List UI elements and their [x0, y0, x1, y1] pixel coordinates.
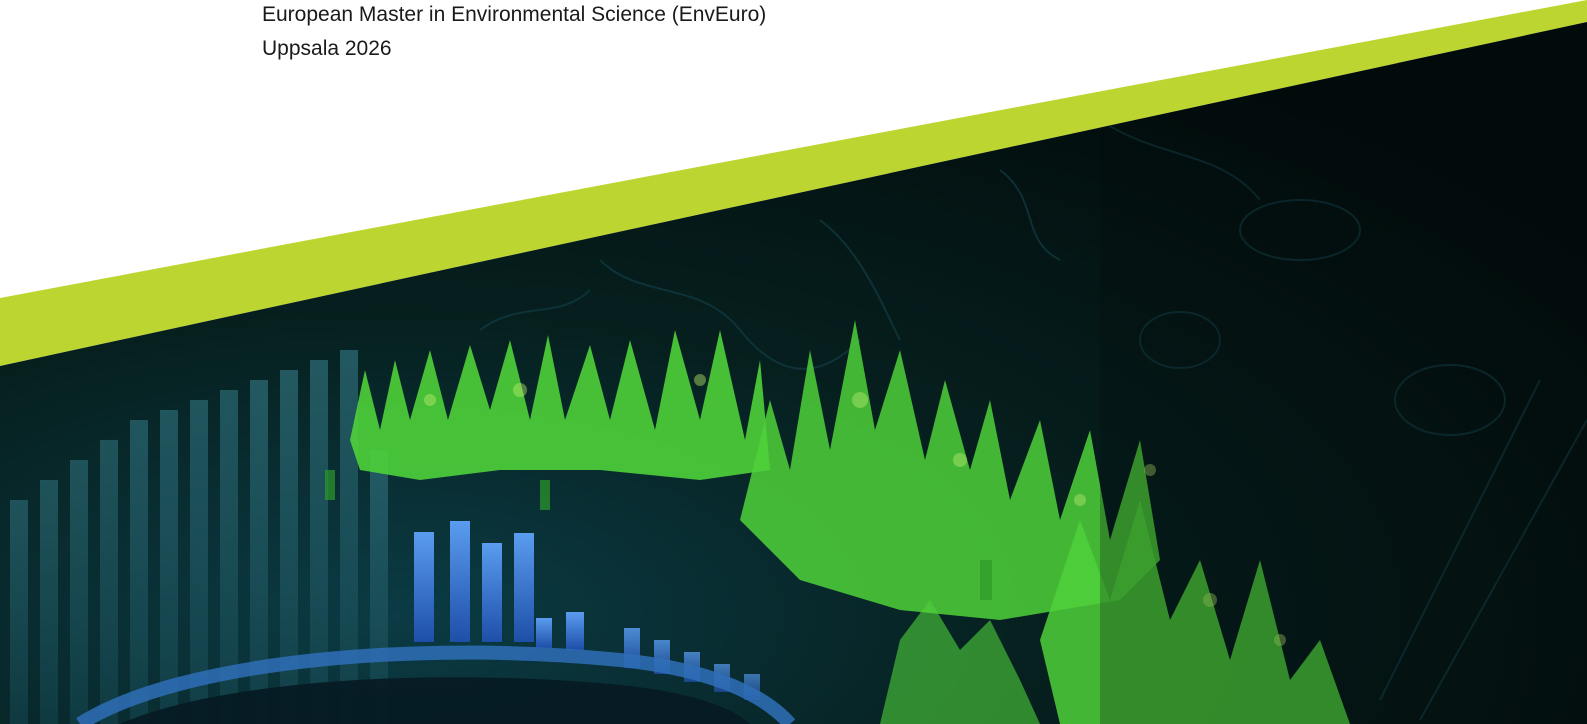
- programme-name: European Master in Environmental Science…: [262, 3, 767, 26]
- pond-ring: [76, 645, 796, 724]
- cover-text-block: European Master in Environmental Science…: [262, 0, 766, 66]
- accent-band: [0, 0, 1587, 366]
- place-and-year: Uppsala 2026: [262, 37, 392, 60]
- forest-canopy: [350, 320, 1350, 724]
